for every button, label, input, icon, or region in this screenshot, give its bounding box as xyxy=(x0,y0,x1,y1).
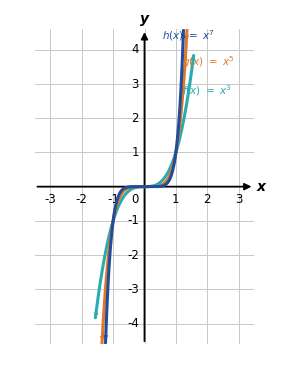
Text: $g(x)\ =\ x^5$: $g(x)\ =\ x^5$ xyxy=(181,54,234,70)
Text: -4: -4 xyxy=(127,317,139,330)
Text: -2: -2 xyxy=(76,193,88,206)
Text: 0: 0 xyxy=(131,193,139,206)
Text: y: y xyxy=(140,12,149,26)
Text: -1: -1 xyxy=(107,193,119,206)
Text: 1: 1 xyxy=(131,146,139,159)
Text: 4: 4 xyxy=(131,43,139,56)
Text: -3: -3 xyxy=(45,193,56,206)
Text: -2: -2 xyxy=(127,249,139,262)
Text: 3: 3 xyxy=(131,78,139,90)
Text: 2: 2 xyxy=(131,112,139,125)
Text: $f(x)\ =\ x^3$: $f(x)\ =\ x^3$ xyxy=(181,83,231,98)
Text: 2: 2 xyxy=(203,193,211,206)
Text: x: x xyxy=(257,180,266,194)
Text: $h(x)\ =\ x^7$: $h(x)\ =\ x^7$ xyxy=(162,28,215,43)
Text: 1: 1 xyxy=(172,193,180,206)
Text: 3: 3 xyxy=(235,193,242,206)
Text: -3: -3 xyxy=(127,283,139,296)
Text: -1: -1 xyxy=(127,214,139,227)
